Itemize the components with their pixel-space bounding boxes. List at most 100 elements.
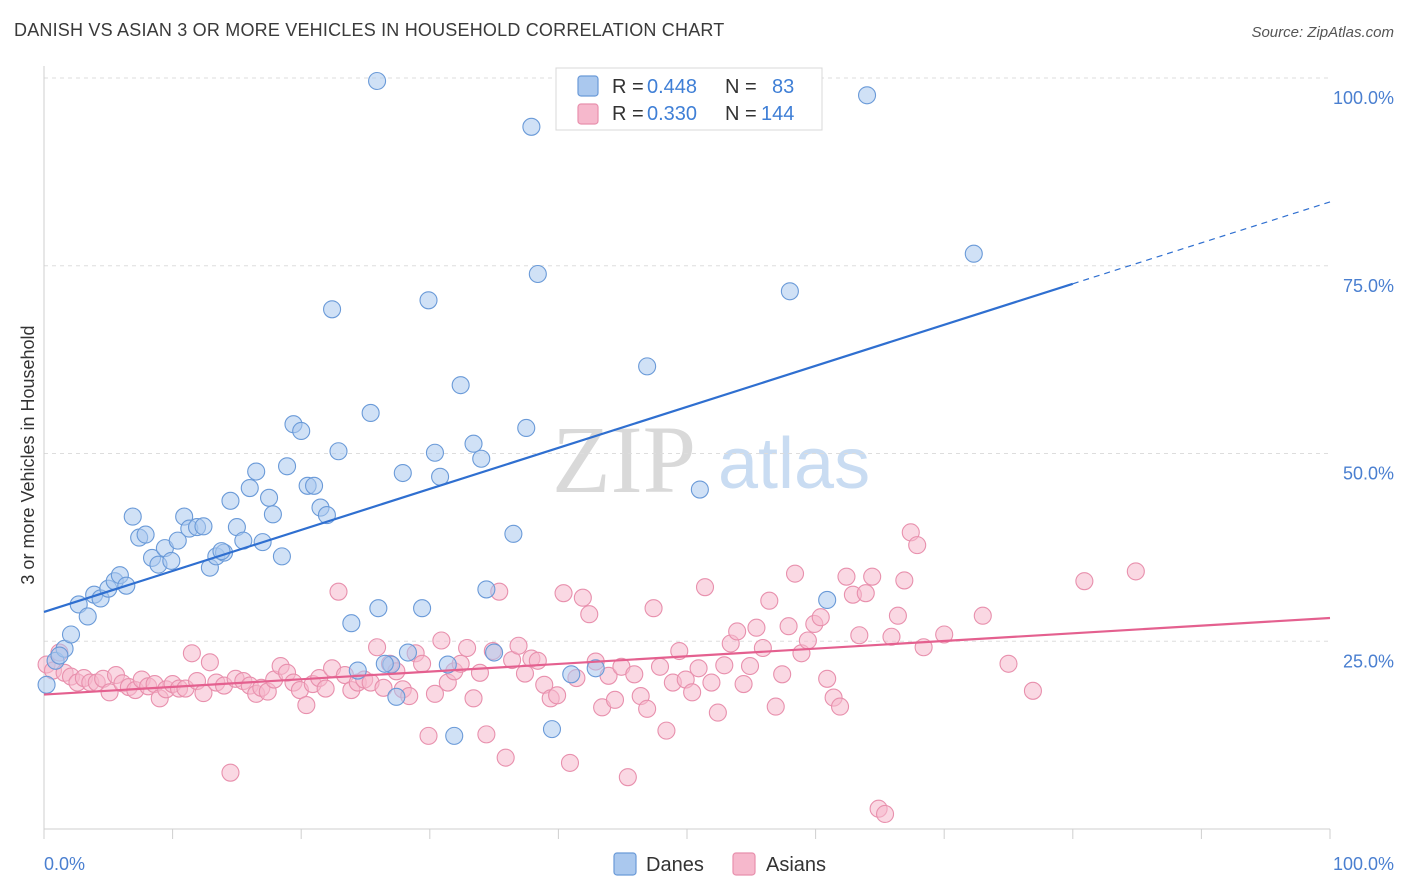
danes-trendline-extension (1072, 201, 1331, 285)
asians-point (560, 753, 580, 772)
legend-r-value-danes: 0.448 (647, 76, 697, 98)
asians-point (908, 536, 927, 555)
asians-point (895, 571, 914, 590)
asians-point (464, 689, 483, 708)
bottom-legend-swatch-danes (613, 852, 637, 876)
watermark: ZIP atlas (552, 406, 870, 513)
gridlines (44, 77, 1330, 642)
danes-point (964, 244, 983, 263)
asians-point (618, 768, 637, 787)
asians-point (683, 683, 702, 702)
danes-point (369, 599, 388, 618)
danes-point (451, 376, 470, 395)
asians-trendline (43, 616, 1331, 696)
asians-point (515, 664, 535, 683)
danes-point (329, 442, 348, 461)
asians-point (100, 683, 119, 702)
asians-point (329, 582, 348, 601)
asians-point (999, 654, 1018, 673)
danes-point (690, 480, 709, 499)
asians-point (798, 631, 817, 650)
bottom-legend: Danes Asians (613, 852, 826, 876)
danes-point (292, 421, 311, 441)
asians-point (888, 606, 907, 625)
legend-n-value-asians: 144 (761, 103, 794, 125)
asians-point (638, 699, 657, 718)
watermark-zip: ZIP (552, 406, 696, 513)
danes-point (780, 282, 799, 301)
danes-point (528, 264, 547, 284)
asians-point (432, 631, 451, 650)
asians-point (708, 703, 727, 722)
asians-point (548, 686, 567, 705)
bottom-legend-label-asians: Asians (766, 854, 826, 876)
asians-point (670, 641, 689, 661)
danes-point (247, 462, 266, 481)
danes-point (168, 531, 187, 550)
danes-point (387, 687, 406, 706)
danes-point (78, 607, 97, 626)
legend-r-label-asians: R = (612, 103, 644, 125)
asians-point (1075, 572, 1094, 591)
legend-r-label-danes: R = (612, 76, 644, 98)
asians-point (856, 584, 875, 603)
danes-point (857, 86, 877, 105)
danes-point (323, 300, 342, 319)
legend-frame (555, 67, 823, 131)
danes-point (221, 491, 240, 510)
asians-point (374, 678, 393, 697)
asians-point (316, 679, 335, 698)
danes-point (342, 614, 361, 633)
y-tick-label: 25.0% (1343, 651, 1394, 671)
asians-point (413, 654, 432, 673)
danes-point (240, 478, 259, 498)
danes-point (212, 542, 231, 561)
x-ticks (43, 829, 1331, 839)
asians-point (785, 564, 805, 583)
y-tick-label: 100.0% (1333, 88, 1394, 108)
bottom-legend-label-danes: Danes (646, 854, 704, 876)
x-tick-label-max: 100.0% (1333, 854, 1394, 874)
asians-point (182, 644, 201, 663)
asians-point (297, 696, 316, 715)
danes-point (361, 403, 380, 422)
legend-swatch-asians (577, 103, 599, 125)
asians-point (753, 638, 772, 658)
chart-source: Source: ZipAtlas.com (1251, 24, 1394, 41)
asians-point (458, 638, 477, 658)
danes-trendline (43, 282, 1074, 614)
danes-point (263, 505, 282, 524)
y-tick-labels: 25.0% 50.0% 75.0% 100.0% (1333, 88, 1394, 671)
danes-point (393, 463, 412, 483)
asians-point (689, 659, 708, 678)
chart-title: DANISH VS ASIAN 3 OR MORE VEHICLES IN HO… (14, 20, 725, 40)
asians-point (882, 627, 901, 646)
asians-point (779, 617, 798, 636)
asians-point (580, 605, 599, 624)
asians-point (766, 697, 785, 716)
danes-point (445, 726, 464, 745)
legend-r-value-asians: 0.330 (647, 103, 697, 125)
danes-point (517, 418, 536, 438)
asians-point (715, 656, 734, 675)
danes-point (542, 720, 562, 739)
danes-point (562, 665, 581, 684)
asians-point (837, 567, 856, 586)
asians-point (605, 690, 625, 709)
asians-point (760, 591, 779, 610)
asians-point (477, 725, 496, 744)
asians-point (657, 721, 676, 740)
danes-point (438, 655, 457, 674)
asians-point (509, 636, 528, 655)
asians-point (863, 567, 882, 586)
danes-point (123, 507, 142, 526)
asians-point (470, 663, 490, 682)
asians-point (221, 763, 240, 782)
danes-point (425, 443, 444, 462)
trendlines (43, 201, 1331, 696)
danes-point (818, 590, 837, 609)
asians-point (973, 606, 992, 625)
danes-point (638, 357, 657, 376)
asians-point (702, 673, 721, 692)
